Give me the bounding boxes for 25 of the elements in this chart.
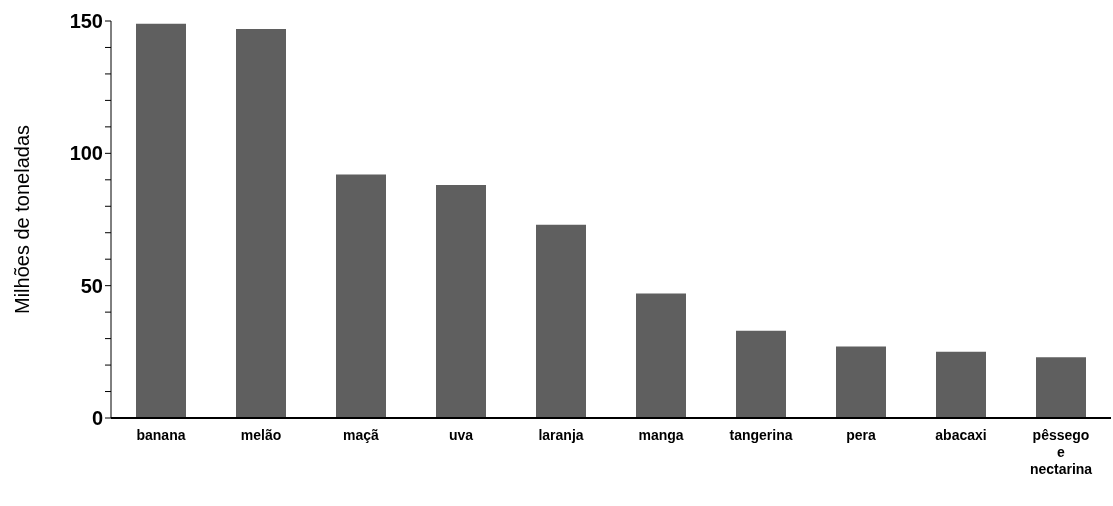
bar <box>636 293 686 418</box>
y-tick-label: 0 <box>91 407 103 430</box>
bar <box>136 23 186 418</box>
bar <box>736 330 786 418</box>
x-tick-label: laranja <box>538 427 584 443</box>
bar <box>436 185 486 418</box>
x-tick-label: banana <box>136 427 186 443</box>
y-tick-label: 50 <box>80 274 103 297</box>
x-tick-label: melão <box>240 427 282 443</box>
x-tick-label: tangerina <box>729 427 793 443</box>
x-tick-label: pera <box>846 427 876 443</box>
y-tick-label: 100 <box>69 142 103 165</box>
x-tick-label: maçã <box>343 427 380 443</box>
bar <box>936 351 986 418</box>
x-tick-label: manga <box>638 427 684 443</box>
bar <box>1036 357 1086 418</box>
x-tick-label: abacaxi <box>935 427 987 443</box>
bar <box>536 224 586 418</box>
bar <box>336 174 386 418</box>
y-axis-title: Milhões de toneladas <box>11 124 34 315</box>
y-tick-label: 150 <box>69 10 103 33</box>
x-tick-label: uva <box>448 427 474 443</box>
bar <box>236 28 286 418</box>
x-tick-label: pêssego e nectarina <box>1029 427 1093 477</box>
bar <box>836 346 886 418</box>
